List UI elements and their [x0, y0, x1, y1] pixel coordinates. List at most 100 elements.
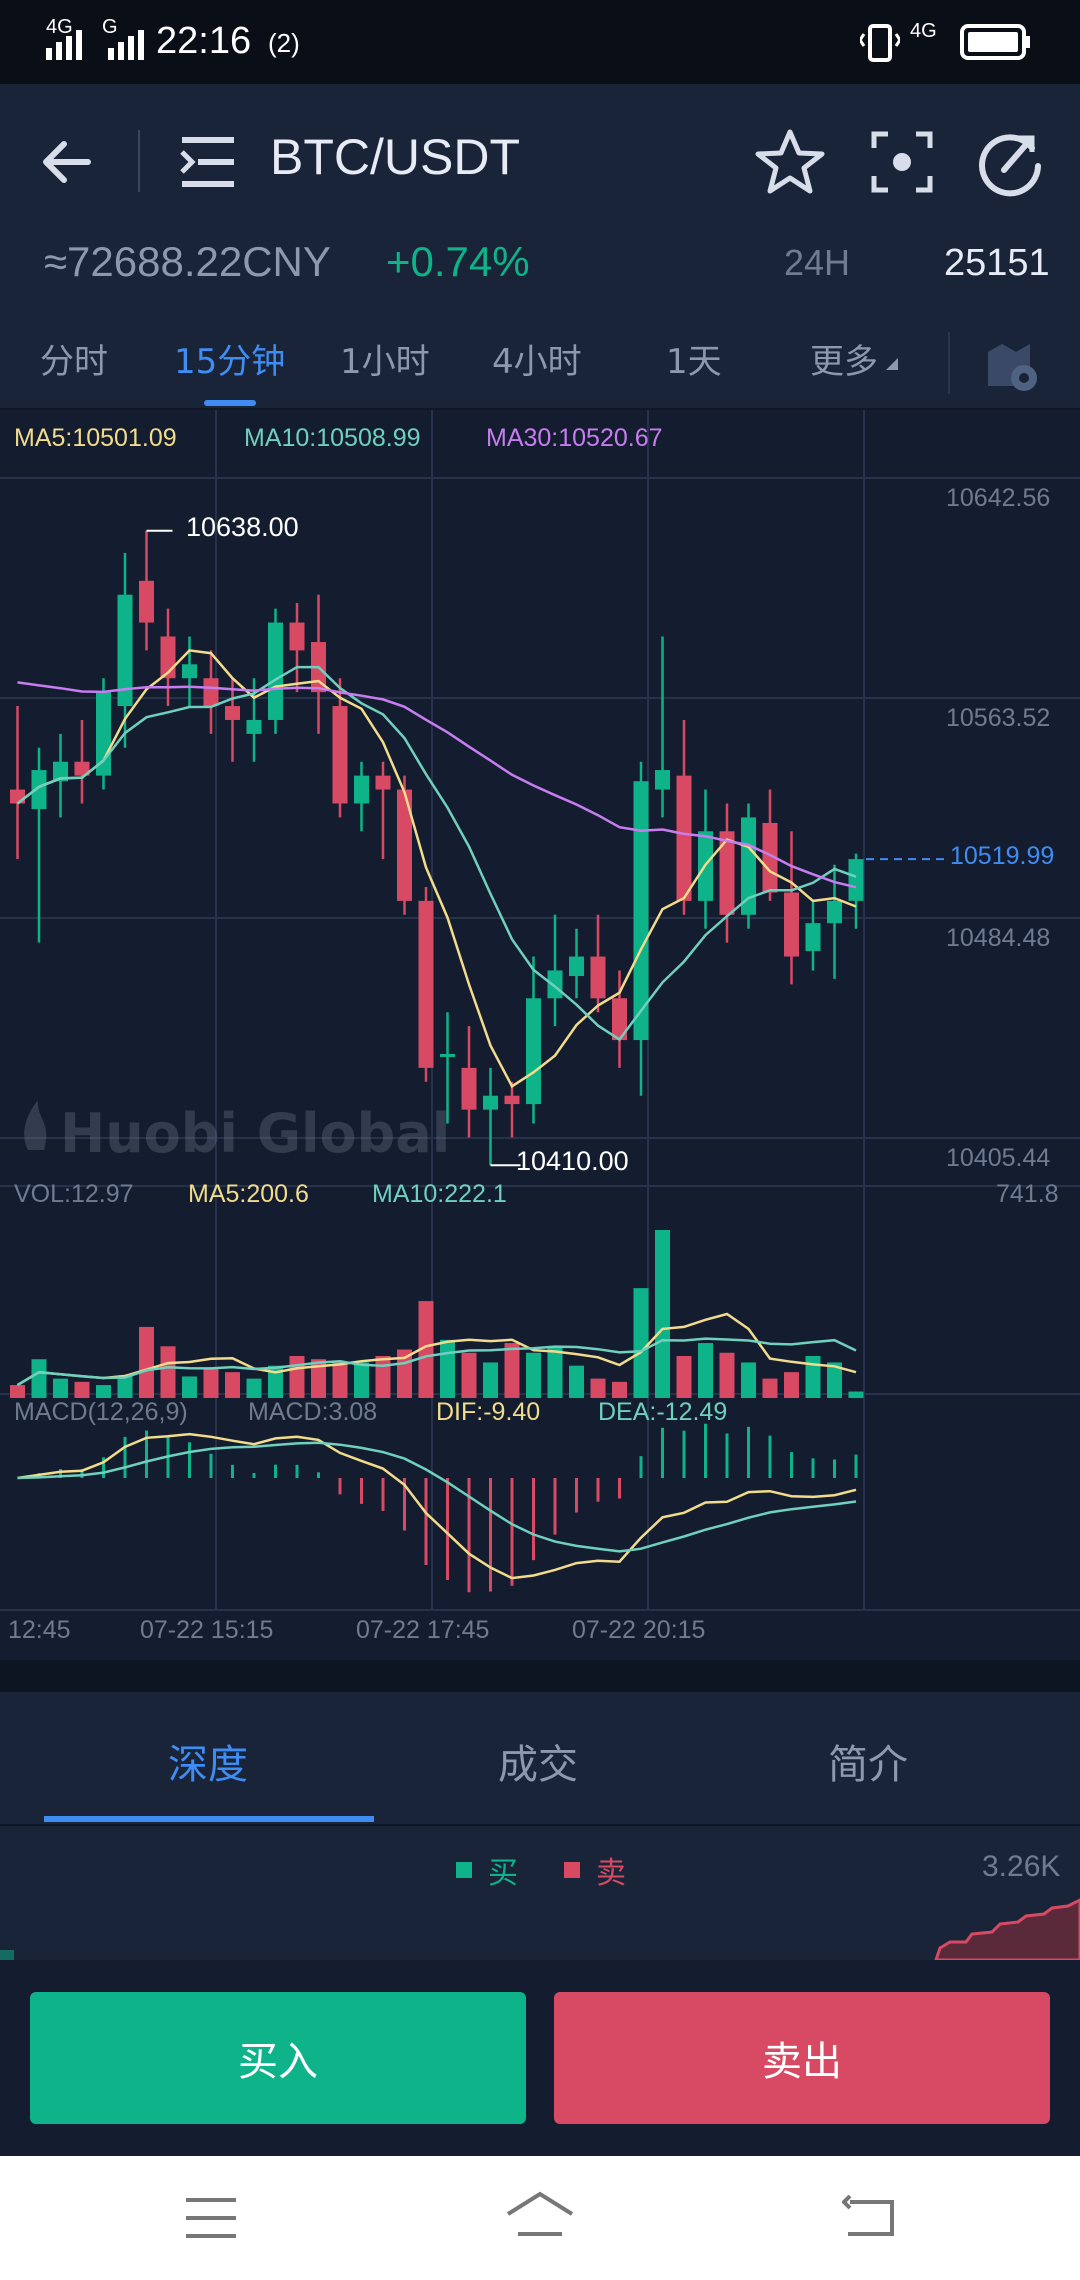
volume-bar	[590, 1378, 606, 1398]
volume-bar	[547, 1346, 563, 1398]
chart-settings-icon[interactable]	[980, 332, 1044, 396]
dea-legend: DEA:-12.49	[598, 1398, 728, 1426]
volume-bar	[10, 1385, 25, 1398]
volume-bar	[311, 1359, 326, 1398]
volume-bar	[848, 1391, 864, 1398]
price-axis-label: 10642.56	[946, 484, 1051, 512]
price-row: ≈72688.22CNY +0.74% 24H 25151	[0, 238, 1080, 322]
home-icon[interactable]	[504, 2190, 576, 2246]
interval-tabs: 分时 15分钟 1小时 4小时 1天 更多	[0, 322, 1080, 410]
candle-body	[397, 789, 412, 901]
back-arrow-icon[interactable]	[34, 126, 106, 198]
candle-body	[203, 678, 219, 707]
network-type-left: 4G	[46, 16, 73, 38]
tab-4hour[interactable]: 4小时	[492, 342, 582, 382]
tab-depth[interactable]: 深度	[168, 1742, 248, 1788]
candle-body	[53, 761, 68, 782]
volume-bar	[182, 1376, 197, 1398]
pair-list-icon[interactable]	[172, 126, 244, 198]
status-bar: 4G G 22:16 (2) 4G	[0, 0, 1080, 84]
volume-layer	[10, 1230, 864, 1398]
candle-body	[633, 781, 649, 1041]
back-nav-icon[interactable]	[842, 2194, 898, 2242]
volume-bar	[526, 1352, 541, 1398]
candle-body	[375, 775, 391, 790]
ma5-legend: MA5:10501.09	[14, 424, 177, 452]
volume-bar	[612, 1381, 627, 1398]
current-price-label: 10519.99	[950, 842, 1055, 870]
candle-body	[805, 923, 821, 951]
volume-bar	[53, 1378, 68, 1398]
time-axis-label: 12:45	[8, 1616, 71, 1644]
favorite-star-icon[interactable]	[754, 126, 826, 198]
candle-body	[655, 770, 670, 790]
tab-15min[interactable]: 15分钟	[174, 342, 286, 382]
pair-title[interactable]: BTC/USDT	[270, 129, 520, 185]
candle-body	[827, 900, 842, 924]
candle-body	[289, 622, 305, 651]
header: BTC/USDT	[0, 84, 1080, 238]
screenshot-icon[interactable]	[866, 126, 938, 198]
macd-layer	[17, 1423, 858, 1593]
volume-bar	[375, 1356, 391, 1398]
tab-more[interactable]: 更多	[810, 342, 878, 382]
ma5-line	[16, 649, 857, 1089]
volume-bar	[74, 1381, 90, 1398]
volume-bar	[289, 1356, 305, 1398]
refresh-chart-icon[interactable]	[974, 126, 1046, 198]
candle-body	[719, 831, 735, 915]
tab-intro[interactable]: 简介	[828, 1742, 908, 1788]
tab-1hour[interactable]: 1小时	[340, 342, 430, 382]
candle-body	[31, 770, 47, 810]
hotspot-indicator: (2)	[268, 28, 300, 58]
candle-body	[848, 859, 864, 901]
volume-bar	[117, 1375, 133, 1398]
candle-body	[526, 998, 541, 1105]
kline-chart[interactable]: Huobi Global	[0, 410, 1080, 1660]
candle-body	[225, 706, 240, 720]
vol-ma5-line	[16, 1312, 857, 1387]
candle-body	[590, 956, 606, 999]
volume-bar	[504, 1343, 520, 1398]
dif-line	[17, 1432, 857, 1580]
ma30-line	[17, 681, 857, 889]
candle-body	[418, 900, 434, 1068]
price-axis-label: 10405.44	[946, 1144, 1051, 1172]
volume-bar	[96, 1385, 111, 1398]
volume-24h: 25151	[944, 242, 1050, 284]
menu-icon[interactable]	[184, 2196, 238, 2240]
info-tab-indicator	[44, 1816, 374, 1822]
candle-body	[612, 998, 627, 1041]
sell-button[interactable]: 卖出	[554, 1992, 1050, 2124]
tab-1day[interactable]: 1天	[666, 342, 722, 382]
dea-line	[17, 1441, 857, 1553]
candle-body	[440, 1053, 455, 1057]
kline-chart-area[interactable]: Huobi Global MA5:10501.09 MA10:10508.99 …	[0, 410, 1080, 1660]
huobi-logo-icon	[24, 1100, 47, 1150]
volume-bar	[461, 1352, 477, 1398]
candle-body	[96, 692, 111, 776]
buy-legend-swatch	[456, 1862, 472, 1878]
action-bar: 买入 卖出	[0, 1960, 1080, 2156]
volume-bar	[268, 1365, 283, 1398]
vol-ma10-line	[16, 1337, 857, 1387]
volume-bar	[440, 1339, 455, 1398]
buy-button[interactable]: 买入	[30, 1992, 526, 2124]
depth-chart: 买 卖 3.26K	[0, 1826, 1080, 1960]
tab-trades[interactable]: 成交	[498, 1742, 578, 1788]
tab-timeline[interactable]: 分时	[40, 342, 108, 382]
vol-legend: VOL:12.97	[14, 1180, 134, 1208]
candle-body	[74, 761, 90, 776]
volume-bar	[698, 1343, 713, 1398]
volume-bar	[139, 1326, 154, 1398]
time-axis-label: 07-22 17:45	[356, 1616, 490, 1644]
vibrate-icon	[860, 24, 900, 62]
candle-body	[504, 1095, 520, 1105]
ma30-legend: MA30:10520.67	[486, 424, 663, 452]
candle-body	[569, 956, 584, 977]
candle-body	[117, 594, 133, 707]
volume-bar	[203, 1368, 219, 1398]
volume-bar	[225, 1372, 240, 1398]
candle-body	[268, 622, 283, 720]
buy-legend-label: 买	[488, 1856, 518, 1891]
